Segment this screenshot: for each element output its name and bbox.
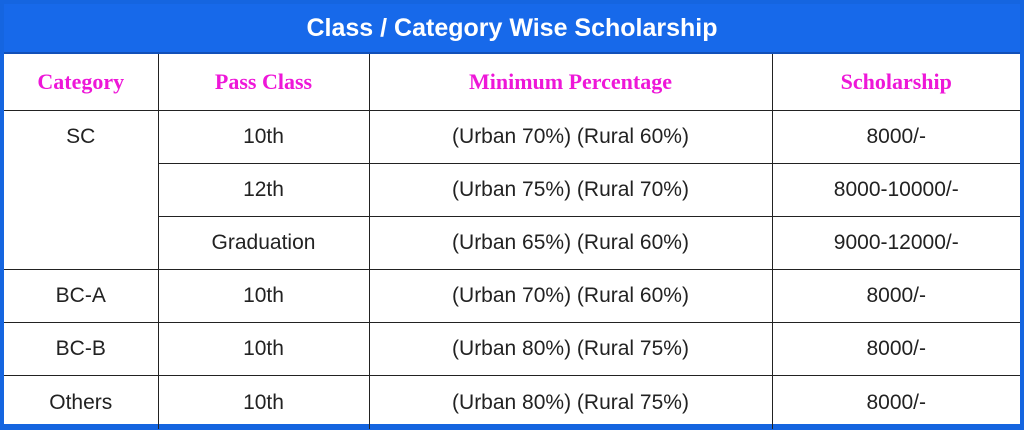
cell-category: SC <box>4 110 159 270</box>
cell-pass-class: 10th <box>157 322 370 376</box>
cell-minimum-percentage: (Urban 65%) (Rural 60%) <box>368 216 773 270</box>
cell-minimum-percentage: (Urban 80%) (Rural 75%) <box>368 375 773 429</box>
cell-pass-class: 10th <box>157 375 370 429</box>
cell-scholarship: 8000/- <box>771 269 1020 323</box>
cell-category: BC-B <box>4 322 159 376</box>
header-category: Category <box>4 54 159 111</box>
cell-scholarship: 9000-12000/- <box>771 216 1020 270</box>
table-row: BC-B 10th (Urban 80%) (Rural 75%) 8000/- <box>4 322 1020 376</box>
table-row: Others 10th (Urban 80%) (Rural 75%) 8000… <box>4 375 1020 429</box>
table-title: Class / Category Wise Scholarship <box>4 4 1020 54</box>
header-minimum-percentage: Minimum Percentage <box>368 54 773 111</box>
cell-scholarship: 8000/- <box>771 322 1020 376</box>
header-row: Category Pass Class Minimum Percentage S… <box>4 54 1020 111</box>
cell-category: BC-A <box>4 269 159 323</box>
table-row: 12th (Urban 75%) (Rural 70%) 8000-10000/… <box>4 163 1020 217</box>
cell-pass-class: Graduation <box>158 216 370 270</box>
table-row: SC 10th (Urban 70%) (Rural 60%) 8000/- <box>4 110 1020 270</box>
header-scholarship: Scholarship <box>771 54 1020 111</box>
table-row: BC-A 10th (Urban 70%) (Rural 60%) 8000/- <box>4 269 1020 323</box>
cell-category: Others <box>4 375 159 429</box>
cell-pass-class: 12th <box>158 163 370 217</box>
scholarship-table: Category Pass Class Minimum Percentage S… <box>4 54 1020 429</box>
cell-pass-class: 10th <box>157 269 370 323</box>
cell-minimum-percentage: (Urban 80%) (Rural 75%) <box>368 322 773 376</box>
cell-minimum-percentage: (Urban 70%) (Rural 60%) <box>368 269 773 323</box>
cell-scholarship: 8000-10000/- <box>771 163 1020 217</box>
cell-pass-class: 10th <box>157 110 370 164</box>
table-row: Graduation (Urban 65%) (Rural 60%) 9000-… <box>4 216 1020 270</box>
header-pass-class: Pass Class <box>157 54 370 111</box>
cell-scholarship: 8000/- <box>771 375 1020 429</box>
cell-minimum-percentage: (Urban 75%) (Rural 70%) <box>368 163 773 217</box>
cell-scholarship: 8000/- <box>771 110 1020 164</box>
cell-minimum-percentage: (Urban 70%) (Rural 60%) <box>368 110 773 164</box>
